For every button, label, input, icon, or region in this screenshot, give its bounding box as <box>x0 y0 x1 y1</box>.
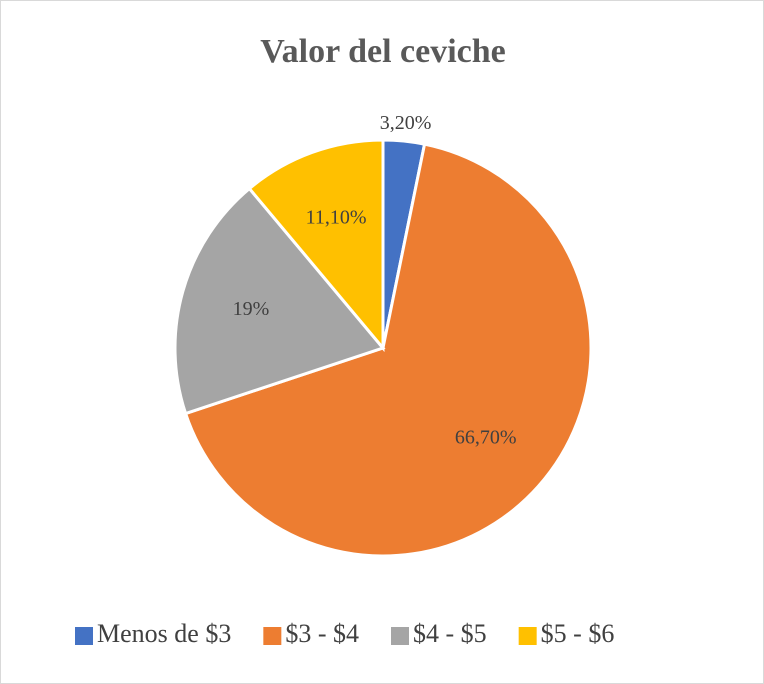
data-label: 66,70% <box>455 427 517 449</box>
legend-label: $4 - $5 <box>413 619 487 648</box>
legend-label: $3 - $4 <box>285 619 359 648</box>
data-label: 3,20% <box>380 112 432 134</box>
pie-slice <box>247 138 385 353</box>
pie-slice <box>173 186 386 416</box>
data-label: 11,10% <box>306 207 367 229</box>
legend-label: Menos de $3 <box>97 619 231 648</box>
legend-swatch <box>518 627 537 645</box>
data-label: 19% <box>233 298 270 320</box>
pie-slice <box>183 142 593 558</box>
legend-swatch <box>391 627 409 645</box>
legend-swatch <box>263 627 282 645</box>
legend-label: $5 - $6 <box>541 619 615 648</box>
chart-title: Valor del ceviche <box>260 33 506 70</box>
legend-swatch <box>75 627 93 645</box>
